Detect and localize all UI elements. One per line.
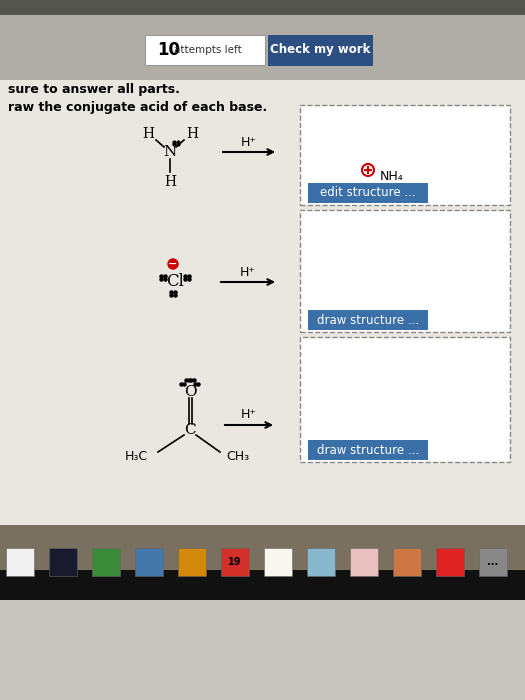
Text: attempts left: attempts left xyxy=(174,45,242,55)
Text: draw structure ...: draw structure ... xyxy=(317,444,419,456)
Bar xyxy=(300,210,510,332)
Circle shape xyxy=(168,259,178,269)
Bar xyxy=(6,548,34,576)
Bar xyxy=(393,548,421,576)
Text: H: H xyxy=(186,127,198,141)
Text: draw structure ...: draw structure ... xyxy=(317,314,419,326)
Text: ...: ... xyxy=(487,557,499,567)
Bar xyxy=(178,548,206,576)
Bar xyxy=(135,548,163,576)
Text: H: H xyxy=(142,127,154,141)
Bar xyxy=(145,35,265,65)
Bar xyxy=(300,337,510,462)
Bar xyxy=(264,548,292,576)
Text: O: O xyxy=(184,385,196,399)
Text: Cl: Cl xyxy=(166,274,184,290)
Bar xyxy=(0,525,525,600)
Text: H⁺: H⁺ xyxy=(241,136,257,148)
Text: H₃C: H₃C xyxy=(125,449,148,463)
Text: NH₄: NH₄ xyxy=(380,171,404,183)
Text: 19: 19 xyxy=(228,557,242,567)
Bar xyxy=(308,440,428,460)
Bar xyxy=(307,548,335,576)
Text: H: H xyxy=(164,175,176,189)
Text: CH₃: CH₃ xyxy=(226,449,249,463)
Bar xyxy=(0,75,525,600)
Bar xyxy=(308,183,428,203)
Text: raw the conjugate acid of each base.: raw the conjugate acid of each base. xyxy=(8,101,267,113)
Text: edit structure ...: edit structure ... xyxy=(320,186,416,200)
Bar xyxy=(308,310,428,330)
Text: 10: 10 xyxy=(157,41,180,59)
Text: H⁺: H⁺ xyxy=(241,409,257,421)
Text: sure to answer all parts.: sure to answer all parts. xyxy=(8,83,180,97)
Bar xyxy=(350,548,378,576)
Bar xyxy=(0,15,525,80)
Bar xyxy=(221,548,249,576)
Text: −: − xyxy=(169,259,177,269)
Bar xyxy=(300,105,510,205)
Bar xyxy=(0,570,525,600)
Bar xyxy=(479,548,507,576)
Text: H⁺: H⁺ xyxy=(240,265,256,279)
Bar xyxy=(92,548,120,576)
Bar xyxy=(49,548,77,576)
Bar xyxy=(436,548,464,576)
Text: N: N xyxy=(163,145,176,159)
Bar xyxy=(0,0,525,20)
Text: Check my work: Check my work xyxy=(270,43,370,57)
Text: C: C xyxy=(184,423,196,437)
Bar xyxy=(268,35,373,66)
